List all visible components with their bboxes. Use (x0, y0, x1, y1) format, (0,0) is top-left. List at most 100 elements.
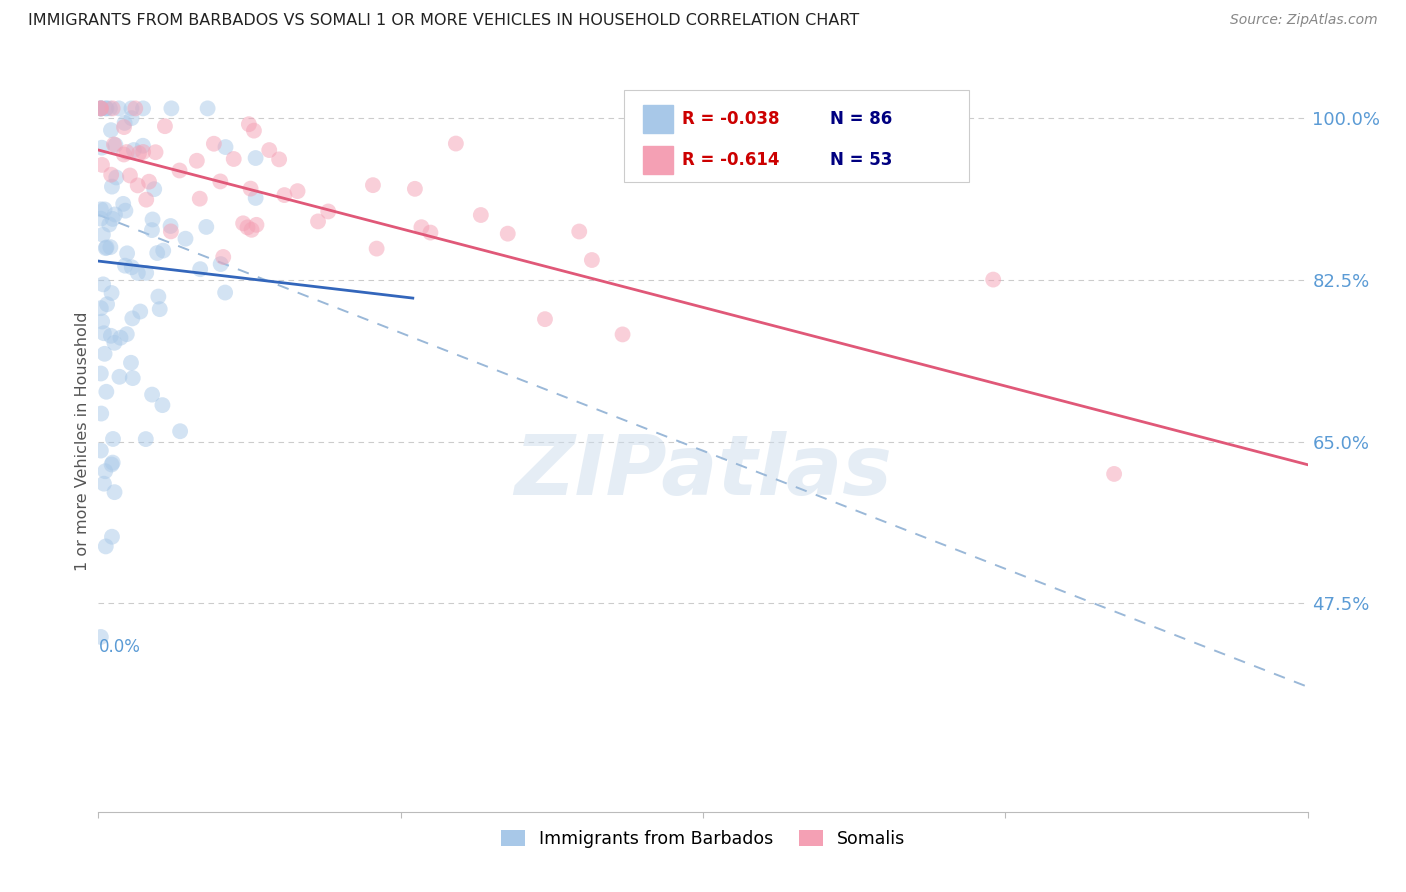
Point (90, 101, 112, 115)
Point (101, 211, 124, 226)
Point (121, 111, 143, 125)
Point (115, 246, 138, 260)
Point (122, 143, 145, 157)
Point (90, 101, 112, 115)
Point (101, 101, 124, 115)
Point (94, 540, 117, 554)
Text: N = 86: N = 86 (830, 110, 893, 128)
Point (404, 182, 426, 196)
Point (141, 212, 163, 227)
Point (159, 219, 181, 233)
Point (188, 192, 211, 206)
Point (121, 101, 143, 115)
Point (90, 443, 112, 458)
Point (169, 163, 191, 178)
Text: R = -0.038: R = -0.038 (682, 110, 780, 128)
Point (195, 219, 218, 234)
Text: Source: ZipAtlas.com: Source: ZipAtlas.com (1230, 13, 1378, 28)
Point (981, 272, 1004, 286)
Point (94, 101, 117, 115)
Point (287, 184, 309, 198)
Point (238, 117, 260, 131)
Point (90, 101, 112, 115)
Point (101, 432, 124, 446)
Bar (643, 105, 673, 133)
Point (96, 101, 118, 115)
Point (273, 188, 295, 202)
Point (104, 138, 127, 153)
Point (100, 285, 122, 300)
Point (197, 101, 219, 115)
Point (114, 203, 136, 218)
Point (316, 204, 339, 219)
Point (110, 331, 132, 345)
Point (129, 304, 152, 318)
Point (243, 123, 266, 137)
Point (612, 327, 634, 342)
Point (94, 241, 117, 255)
Point (108, 369, 131, 384)
Point (93, 202, 115, 217)
Text: IMMIGRANTS FROM BARBADOS VS SOMALI 1 OR MORE VEHICLES IN HOUSEHOLD CORRELATION C: IMMIGRANTS FROM BARBADOS VS SOMALI 1 OR … (28, 13, 859, 29)
Point (103, 335, 125, 350)
Point (121, 260, 143, 275)
Point (112, 120, 135, 134)
Point (98, 218, 121, 232)
Point (121, 311, 143, 326)
Point (90, 202, 112, 217)
Point (132, 138, 155, 153)
Point (149, 302, 172, 317)
Point (101, 179, 124, 194)
Point (93, 347, 115, 361)
Point (145, 145, 167, 160)
Point (112, 147, 135, 161)
Point (118, 169, 141, 183)
Y-axis label: 1 or more Vehicles in Household: 1 or more Vehicles in Household (75, 312, 90, 571)
Point (90, 407, 112, 421)
Point (186, 153, 208, 168)
Point (114, 116, 136, 130)
Point (202, 136, 225, 151)
Point (105, 170, 128, 185)
Point (91, 227, 114, 242)
Point (239, 181, 262, 195)
Point (96, 384, 118, 399)
Point (115, 327, 138, 342)
Point (496, 227, 519, 241)
Point (100, 328, 122, 343)
Point (103, 137, 125, 152)
Point (160, 101, 183, 115)
Point (361, 178, 384, 193)
Point (411, 220, 433, 235)
Point (152, 244, 174, 258)
Point (307, 214, 329, 228)
Point (104, 207, 127, 221)
Text: R = -0.614: R = -0.614 (682, 151, 780, 169)
Point (209, 257, 232, 271)
Point (232, 216, 254, 230)
Point (568, 225, 591, 239)
Point (120, 356, 142, 370)
Point (209, 174, 232, 188)
Point (245, 191, 267, 205)
Point (90, 101, 112, 115)
Point (101, 456, 124, 470)
Point (135, 432, 157, 446)
Text: N = 53: N = 53 (830, 151, 893, 169)
Point (174, 232, 197, 246)
Point (90, 630, 112, 644)
Point (128, 146, 150, 161)
Point (100, 168, 122, 182)
Point (90, 211, 112, 226)
Point (132, 101, 155, 115)
Point (269, 153, 291, 167)
Point (444, 136, 467, 151)
Point (98, 101, 121, 115)
Point (124, 101, 146, 115)
Point (419, 226, 441, 240)
Point (90, 367, 112, 381)
Point (214, 285, 236, 300)
Point (222, 152, 245, 166)
Point (1102, 467, 1125, 481)
Point (91, 314, 114, 328)
